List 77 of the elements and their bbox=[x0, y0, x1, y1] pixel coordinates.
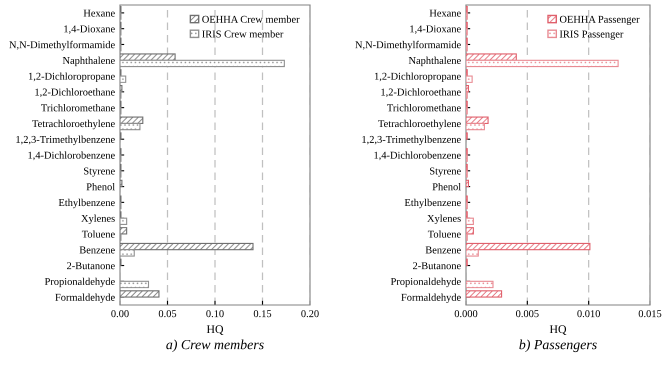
bar bbox=[120, 249, 135, 257]
y-tick-label: Phenol bbox=[86, 182, 115, 190]
y-tick-label: Propionaldehyde bbox=[44, 278, 115, 288]
x-tick-label: 0.05 bbox=[158, 310, 176, 318]
bar bbox=[120, 122, 141, 130]
x-tick-label: 0.015 bbox=[638, 310, 662, 318]
y-tick-label: Toluene bbox=[428, 230, 461, 238]
bar bbox=[120, 218, 128, 226]
y-tick-label: Naphthalene bbox=[408, 56, 461, 66]
y-tick-label: 1,2-Dichloroethane bbox=[381, 88, 461, 98]
bar bbox=[466, 122, 485, 130]
legend-label: IRIS Passenger bbox=[560, 30, 624, 40]
x-tick-label: 0.010 bbox=[577, 310, 600, 318]
y-tick-label: Propionaldehyde bbox=[390, 278, 461, 288]
text: a) Crew members bbox=[166, 340, 264, 352]
bar bbox=[466, 290, 502, 298]
y-tick-label: Tetrachloroethylene bbox=[32, 120, 115, 130]
bar bbox=[466, 60, 619, 68]
y-tick-label: Formaldehyde bbox=[401, 293, 461, 303]
bar bbox=[120, 116, 144, 124]
bar bbox=[466, 84, 470, 92]
y-tick-label: 2-Butanone bbox=[66, 262, 115, 270]
y-tick-label: 1,2,3-Trimethylbenzene bbox=[16, 136, 115, 146]
x-tick-label: 0.00 bbox=[111, 310, 129, 318]
text: b) Passengers bbox=[519, 340, 597, 352]
y-tick-label: Ethylbenzene bbox=[404, 198, 461, 208]
y-tick-label: Xylenes bbox=[427, 214, 461, 224]
bar bbox=[466, 227, 474, 234]
y-tick-label: 1,2,3-Trimethylbenzene bbox=[362, 136, 461, 146]
bar bbox=[466, 280, 494, 288]
bar bbox=[466, 249, 479, 257]
bar bbox=[466, 218, 474, 226]
y-tick-label: Hexane bbox=[430, 10, 461, 17]
bar bbox=[120, 227, 128, 234]
x-tick-label: 0.10 bbox=[206, 310, 224, 318]
x-tick-label: 0.20 bbox=[301, 310, 319, 318]
y-tick-label: Xylenes bbox=[81, 214, 115, 224]
y-tick-label: 2-Butanone bbox=[412, 262, 461, 270]
bar bbox=[466, 180, 470, 188]
y-tick-label: Tetrachloroethylene bbox=[378, 120, 461, 130]
y-tick-label: Ethylbenzene bbox=[58, 198, 115, 208]
legend-label: IRIS Crew member bbox=[202, 30, 284, 38]
bar bbox=[120, 242, 254, 250]
x-axis-title: HQ bbox=[206, 325, 224, 335]
x-tick-label: 0.005 bbox=[516, 310, 539, 318]
bar bbox=[466, 116, 489, 124]
bar bbox=[466, 76, 473, 83]
legend-label: OEHHA Passenger bbox=[560, 16, 640, 25]
bar bbox=[120, 290, 160, 298]
y-tick-label: Toluene bbox=[82, 230, 115, 238]
bar bbox=[120, 280, 150, 288]
y-tick-label: 1,2-Dichloropropane bbox=[374, 72, 461, 82]
y-tick-label: Trichloromethane bbox=[387, 104, 461, 112]
y-tick-label: Hexane bbox=[84, 10, 115, 17]
y-tick-label: 1,4-Dichlorobenzene bbox=[28, 151, 115, 160]
y-tick-label: Benzene bbox=[80, 246, 115, 254]
bar bbox=[120, 60, 285, 68]
y-tick-label: N,N-Dimethylformamide bbox=[355, 40, 461, 50]
y-tick-label: Formaldehyde bbox=[55, 293, 115, 303]
y-tick-label: Styrene bbox=[84, 167, 115, 177]
y-tick-label: 1,2-Dichloroethane bbox=[35, 88, 115, 98]
y-tick-label: Phenol bbox=[432, 182, 461, 190]
y-tick-label: N,N-Dimethylformamide bbox=[9, 40, 115, 50]
y-tick-label: 1,4-Dioxane bbox=[410, 25, 461, 34]
y-tick-label: Trichloromethane bbox=[41, 104, 115, 112]
bar bbox=[466, 242, 590, 250]
y-tick-label: Benzene bbox=[426, 246, 461, 254]
y-tick-label: 1,2-Dichloropropane bbox=[28, 72, 115, 82]
y-tick-label: Styrene bbox=[430, 167, 461, 177]
x-tick-label: 0.000 bbox=[454, 310, 478, 318]
bar bbox=[120, 76, 126, 83]
x-tick-label: 0.15 bbox=[254, 310, 272, 318]
legend-label: OEHHA Crew member bbox=[202, 15, 300, 23]
y-tick-label: 1,4-Dioxane bbox=[64, 25, 115, 34]
x-axis-title: HQ bbox=[550, 325, 566, 335]
y-tick-label: 1,4-Dichlorobenzene bbox=[374, 151, 461, 160]
y-tick-label: Naphthalene bbox=[62, 56, 115, 66]
